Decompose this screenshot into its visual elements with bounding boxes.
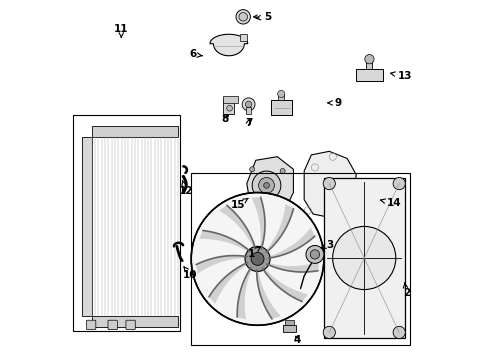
Circle shape [306, 246, 324, 264]
Circle shape [323, 177, 335, 190]
Bar [223, 99, 234, 114]
Text: 12: 12 [178, 180, 193, 196]
Polygon shape [251, 197, 265, 249]
Bar [240, 34, 247, 41]
Circle shape [227, 105, 232, 111]
Polygon shape [219, 206, 255, 249]
Bar [285, 320, 294, 324]
Circle shape [242, 98, 255, 111]
Text: 1: 1 [248, 247, 260, 258]
Circle shape [245, 246, 270, 271]
Circle shape [251, 252, 264, 265]
Text: 7: 7 [245, 118, 252, 128]
Polygon shape [210, 34, 248, 56]
Text: 6: 6 [189, 49, 202, 59]
Text: 8: 8 [221, 114, 229, 124]
Polygon shape [257, 270, 281, 319]
Circle shape [280, 168, 285, 174]
Polygon shape [209, 262, 248, 304]
Circle shape [393, 326, 405, 338]
Text: 5: 5 [256, 12, 272, 22]
Bar [366, 59, 372, 69]
Circle shape [365, 54, 374, 64]
Circle shape [333, 226, 396, 289]
Circle shape [239, 13, 247, 21]
FancyBboxPatch shape [108, 320, 117, 329]
Polygon shape [196, 256, 247, 274]
Text: 10: 10 [183, 267, 198, 280]
Text: 14: 14 [381, 198, 401, 208]
Circle shape [245, 101, 252, 108]
Circle shape [248, 199, 254, 204]
Circle shape [278, 90, 285, 98]
Bar [278, 94, 284, 100]
Text: 3: 3 [321, 239, 334, 249]
Text: 15: 15 [231, 198, 248, 210]
Bar [92, 126, 178, 137]
Circle shape [250, 167, 255, 172]
Circle shape [191, 193, 324, 325]
Bar [223, 96, 238, 103]
Circle shape [323, 326, 335, 338]
Text: 2: 2 [403, 283, 410, 298]
Circle shape [264, 183, 270, 188]
Polygon shape [265, 204, 294, 252]
Text: 13: 13 [391, 71, 412, 81]
Bar [191, 173, 410, 345]
FancyBboxPatch shape [87, 320, 96, 329]
Circle shape [280, 199, 285, 204]
Bar [246, 107, 251, 114]
Circle shape [393, 177, 405, 190]
Circle shape [236, 10, 250, 24]
Bar [271, 100, 292, 116]
Polygon shape [263, 267, 308, 302]
Bar [82, 137, 92, 316]
Circle shape [252, 171, 281, 200]
Bar [92, 316, 178, 327]
Bar [356, 69, 383, 81]
Text: 11: 11 [114, 24, 128, 37]
FancyBboxPatch shape [126, 320, 135, 329]
Polygon shape [268, 228, 315, 258]
Polygon shape [199, 230, 250, 252]
Polygon shape [304, 151, 356, 218]
Polygon shape [247, 157, 294, 216]
Polygon shape [267, 261, 319, 272]
Text: 9: 9 [328, 98, 342, 108]
Polygon shape [237, 267, 252, 320]
Bar [324, 178, 405, 338]
Text: 4: 4 [294, 334, 301, 345]
Bar [283, 324, 296, 332]
Circle shape [259, 177, 274, 193]
Circle shape [310, 250, 319, 259]
Bar [73, 116, 180, 330]
